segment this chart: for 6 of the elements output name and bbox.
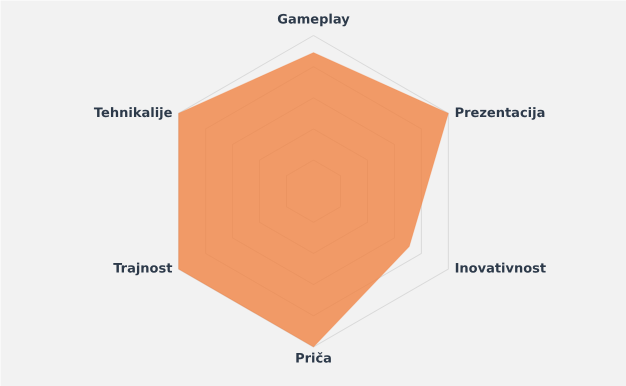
spoke-label: Tehnikalije [94, 106, 173, 121]
spoke-label: Priča [295, 352, 332, 367]
spoke-label: Trajnost [113, 262, 172, 277]
spoke-label: Prezentacija [454, 106, 546, 121]
spoke-label: Inovativnost [454, 262, 546, 277]
spoke-label: Gameplay [277, 12, 350, 28]
